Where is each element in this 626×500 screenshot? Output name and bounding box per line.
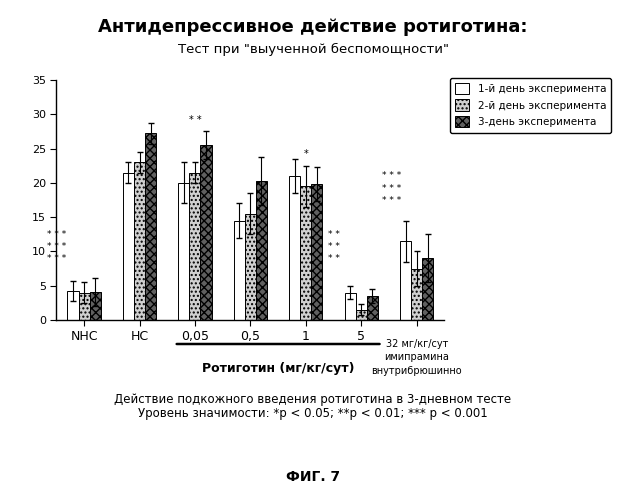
Bar [178,183,190,320]
Bar [411,268,423,320]
Bar [345,292,356,320]
Text: *: * [304,149,308,159]
Bar [145,134,156,320]
Text: Ротиготин (мг/кг/сут): Ротиготин (мг/кг/сут) [202,362,354,375]
Text: * * *: * * * [382,172,401,180]
Text: ФИГ. 7: ФИГ. 7 [286,470,340,484]
Bar [367,296,378,320]
Text: * * *: * * * [47,242,66,251]
Text: Уровень значимости: *p < 0.05; **p < 0.01; *** p < 0.001: Уровень значимости: *p < 0.05; **p < 0.0… [138,408,488,420]
Bar [400,241,411,320]
Bar [90,292,101,320]
Bar [123,172,134,320]
Bar [423,258,433,320]
Text: * *: * * [327,230,339,239]
Text: * * *: * * * [47,254,66,264]
Bar [190,172,200,320]
Bar [78,292,90,320]
Bar [256,182,267,320]
Text: * *: * * [188,114,202,124]
Bar [233,220,245,320]
Text: Антидепрессивное действие ротиготина:: Антидепрессивное действие ротиготина: [98,18,528,36]
Bar [300,186,311,320]
Text: Тест при "выученной беспомощности": Тест при "выученной беспомощности" [178,42,448,56]
Text: * * *: * * * [47,230,66,239]
Text: * *: * * [327,242,339,251]
Bar [134,162,145,320]
Text: * * *: * * * [382,196,401,205]
Text: * *: * * [327,254,339,264]
Bar [356,310,367,320]
Bar [68,291,78,320]
Bar [311,184,322,320]
Legend: 1-й день эксперимента, 2-й день эксперимента, 3-день эксперимента: 1-й день эксперимента, 2-й день эксперим… [449,78,612,132]
Text: Действие подкожного введения ротиготина в 3-дневном тесте: Действие подкожного введения ротиготина … [115,392,511,406]
Bar [245,214,256,320]
Bar [289,176,300,320]
Text: 32 мг/кг/сут
имипрамина
внутрибрюшинно: 32 мг/кг/сут имипрамина внутрибрюшинно [371,339,462,376]
Text: * * *: * * * [382,184,401,193]
Bar [200,145,212,320]
